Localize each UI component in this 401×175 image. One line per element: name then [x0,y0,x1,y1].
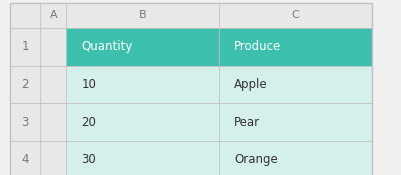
Text: B: B [139,10,146,20]
Text: 4: 4 [21,153,29,166]
Text: 2: 2 [21,78,29,91]
Bar [66,66,219,103]
Bar [219,141,371,175]
Text: 10: 10 [81,78,96,91]
Bar [66,141,219,175]
Text: Quantity: Quantity [81,40,133,53]
Text: 3: 3 [21,116,29,129]
Bar [219,103,371,141]
Text: 30: 30 [81,153,96,166]
Bar [10,141,40,175]
Bar [219,28,371,66]
Bar [40,141,66,175]
Bar [66,3,219,28]
Bar [219,3,371,28]
Bar [10,66,40,103]
Text: Apple: Apple [234,78,267,91]
Bar [66,28,219,66]
Bar [40,103,66,141]
Text: 1: 1 [21,40,29,53]
Text: Produce: Produce [234,40,281,53]
Bar [10,3,40,28]
Bar [219,66,371,103]
Bar [10,28,40,66]
Bar [66,103,219,141]
Bar [40,28,66,66]
Bar [40,66,66,103]
Text: Pear: Pear [234,116,260,129]
Bar [40,3,66,28]
Text: C: C [291,10,299,20]
Bar [10,103,40,141]
Text: 20: 20 [81,116,96,129]
Text: A: A [49,10,57,20]
Text: Orange: Orange [234,153,277,166]
